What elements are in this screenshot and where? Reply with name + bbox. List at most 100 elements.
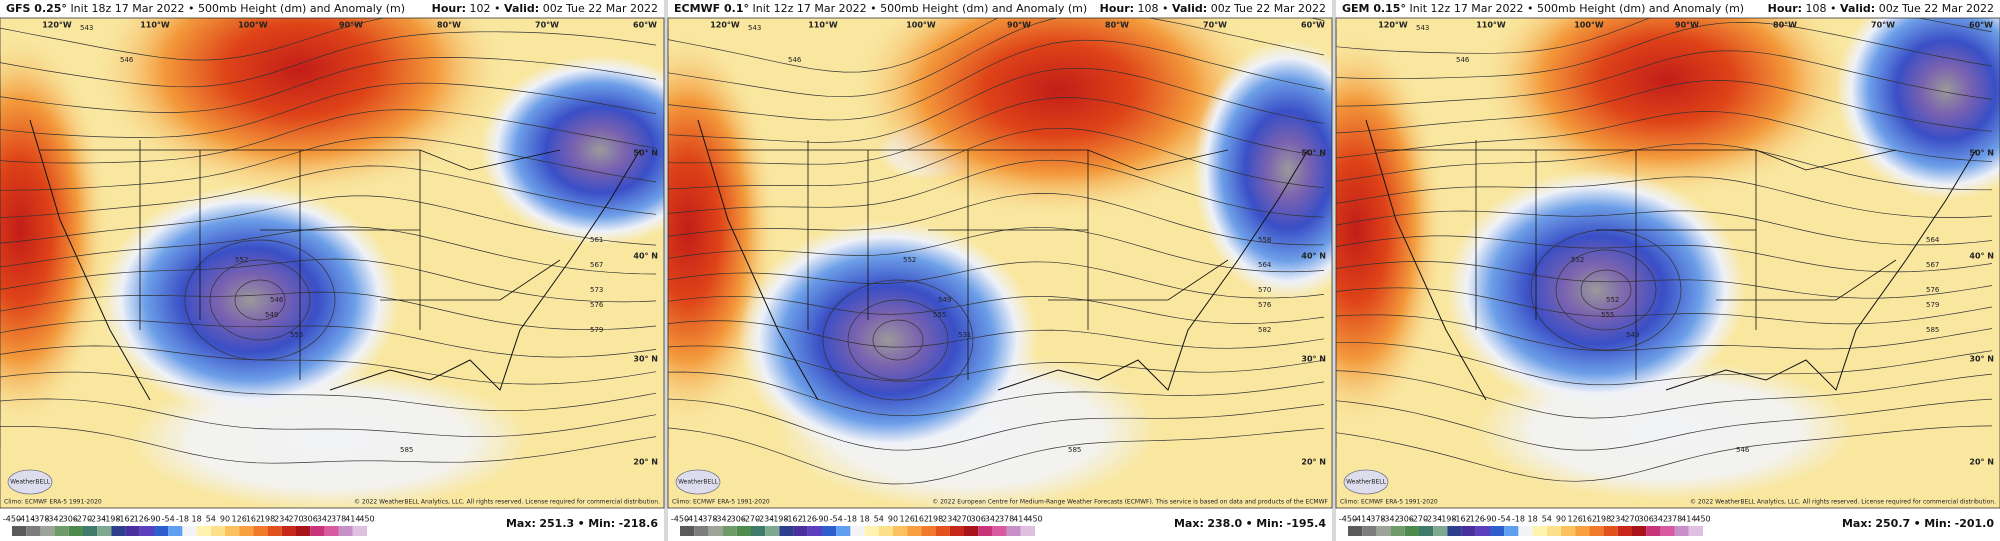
height-contour: [0, 345, 657, 385]
panel-title: GFS 0.25° Init 18z 17 Mar 2022 • 500mb H…: [6, 2, 405, 15]
height-contour: [0, 136, 657, 191]
colorbar-label: -450: [1339, 515, 1357, 524]
longitude-label: 80°W: [437, 21, 461, 30]
longitude-label: 110°W: [1476, 21, 1506, 30]
height-contour: [668, 261, 1325, 299]
height-contour: [668, 127, 1325, 190]
colorbar-label: -198: [770, 515, 788, 524]
contour-label: 546: [120, 56, 134, 64]
colorbar-swatch: [1362, 526, 1377, 536]
colorbar-swatch: [1589, 526, 1604, 536]
colorbar-label: -198: [102, 515, 120, 524]
climo-note: Climo: ECMWF ERA-5 1991-2020: [4, 499, 102, 506]
height-contour: [1336, 143, 1992, 191]
height-contour: [847, 299, 949, 381]
max-min: Max: 238.0 • Min: -195.4: [1174, 517, 1326, 530]
contour-label: 546: [270, 296, 284, 304]
height-contour: [0, 57, 657, 113]
contour-label: 576: [1926, 286, 1940, 294]
colorbar-swatch: [1674, 526, 1689, 536]
colorbar-swatch: [68, 526, 83, 536]
colorbar-swatch: [779, 526, 794, 536]
colorbar-swatch: [1447, 526, 1462, 536]
colorbar-label: -54: [162, 515, 175, 524]
height-contour: [1336, 210, 1993, 246]
colorbar-swatch: [893, 526, 908, 536]
colorbar-swatch: [680, 526, 695, 536]
height-contour: [668, 159, 1325, 218]
colorbar-swatch: [1561, 526, 1576, 536]
colorbar-label: 18: [1528, 515, 1538, 524]
contour-label: 585: [400, 446, 413, 454]
colorbar-swatch: [1404, 526, 1419, 536]
longitude-label: 120°W: [1378, 21, 1408, 30]
height-contour: [1336, 287, 1993, 325]
colorbar-label: 234: [1610, 515, 1625, 524]
longitude-label: 70°W: [1203, 21, 1227, 30]
copyright: © 2022 European Centre for Medium-Range …: [932, 499, 1328, 506]
colorbar-label: 342: [1653, 515, 1668, 524]
colorbar-label: -234: [1424, 515, 1442, 524]
contour-label: 543: [1416, 24, 1429, 32]
colorbar-swatch: [878, 526, 893, 536]
colorbar-swatch: [168, 526, 183, 536]
longitude-label: 70°W: [1871, 21, 1895, 30]
colorbar-swatch: [978, 526, 993, 536]
colorbar-swatch: [1603, 526, 1618, 536]
colorbar-label: -306: [1396, 515, 1414, 524]
logo: WeatherBELL: [10, 479, 51, 486]
longitude-label: 60°W: [1301, 21, 1325, 30]
cold-anomaly: [738, 220, 1038, 460]
max-min: Max: 250.7 • Min: -201.0: [1842, 517, 1994, 530]
latitude-label: 40° N: [1301, 252, 1326, 261]
contour-label: 573: [590, 286, 603, 294]
colorbar-swatch: [1546, 526, 1561, 536]
height-contour: [1336, 111, 1993, 162]
colorbar-label: -234: [88, 515, 106, 524]
colorbar-label: 306: [1639, 515, 1654, 524]
panel-valid-time: Hour: 108 • Valid: 00z Tue 22 Mar 2022: [1100, 2, 1326, 15]
height-contour: [0, 226, 657, 275]
height-contour: [1336, 50, 1993, 107]
colorbar-swatch: [352, 526, 367, 536]
map: 120°W 110°W 100°W 90°W 80°W 70°W 60°W 50° N 40° …: [668, 18, 1332, 508]
height-contour: [0, 31, 657, 88]
height-contour: [1336, 176, 1993, 218]
contour-label: 543: [80, 24, 93, 32]
colorbar-swatch: [864, 526, 879, 536]
longitude-label: 100°W: [1574, 21, 1604, 30]
colorbar-swatch: [338, 526, 353, 536]
colorbar-swatch: [310, 526, 325, 536]
colorbar-swatch: [1504, 526, 1519, 536]
latitude-label: 20° N: [1969, 458, 1994, 467]
height-contour: [668, 226, 1325, 273]
colorbar-swatch: [1433, 526, 1448, 536]
colorbar-label: 342: [985, 515, 1000, 524]
contour-label: 546: [1736, 446, 1750, 454]
logo-badge: [7, 469, 53, 495]
colorbar-label: 126: [900, 515, 915, 524]
colorbar-swatch: [1020, 526, 1035, 536]
colorbar-label: 90: [888, 515, 898, 524]
contour-label: 567: [590, 261, 603, 269]
height-contour: [668, 39, 1325, 121]
logo: WeatherBELL: [1346, 479, 1387, 486]
colorbar-label: -54: [1498, 515, 1511, 524]
height-contour: [1336, 261, 1993, 299]
colorbar-swatch: [935, 526, 950, 536]
cold-anomaly: [480, 55, 664, 245]
height-contour: [1336, 370, 1993, 419]
warm-anomaly: [848, 18, 1268, 220]
contour-label: 531: [958, 331, 971, 339]
colorbar-label: 90: [1556, 515, 1566, 524]
colorbar-label: -378: [1367, 515, 1385, 524]
colorbar-label: 198: [1596, 515, 1611, 524]
border-line: [40, 140, 561, 380]
colorbar-label: 378: [331, 515, 346, 524]
contour-label: 552: [903, 256, 916, 264]
colorbar-label: -162: [1453, 515, 1471, 524]
colorbar-swatch: [125, 526, 140, 536]
colorbar-label: -414: [1353, 515, 1371, 524]
colorbar-label: 450: [359, 515, 374, 524]
colorbar-label: 162: [914, 515, 929, 524]
